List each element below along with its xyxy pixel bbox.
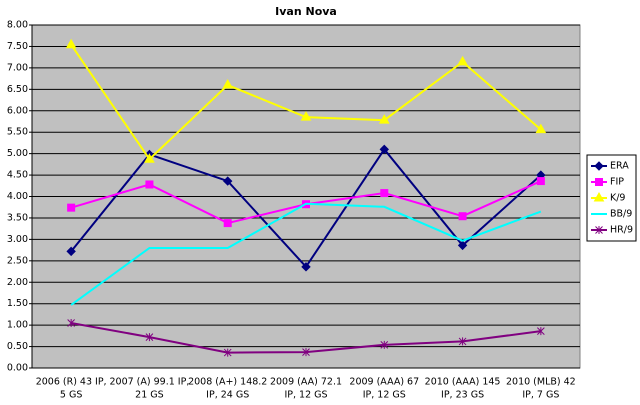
point [65, 38, 77, 49]
x-tick-label: IP, 24 GS [206, 390, 249, 401]
x-tick-label: 2010 (MLB) 42 [506, 377, 576, 388]
point [458, 337, 467, 346]
point [595, 226, 603, 234]
point [302, 348, 310, 357]
point [380, 340, 389, 349]
point [457, 240, 468, 251]
x-tick-label: 5 GS [60, 390, 82, 401]
y-tick-label: 4.00 [7, 191, 28, 202]
x-tick-label: 2008 (A+) 148.2 [188, 377, 267, 388]
y-tick-label: 1.50 [7, 298, 28, 309]
point [378, 114, 390, 124]
legend-label: ERA [610, 161, 629, 172]
point [145, 333, 154, 342]
y-tick-label: 3.50 [7, 212, 28, 223]
y-tick-label: 5.00 [7, 148, 28, 159]
point [223, 176, 233, 186]
x-tick-label: 2009 (AA) 72.1 [270, 377, 342, 388]
y-tick-label: 2.00 [7, 277, 28, 288]
point [67, 318, 75, 327]
point [458, 212, 467, 221]
y-tick-label: 6.00 [7, 105, 28, 116]
point [537, 327, 545, 336]
point [457, 55, 468, 66]
y-tick-label: 4.50 [7, 170, 28, 181]
x-tick-label: IP, 12 GS [284, 390, 327, 401]
x-tick-label: 2009 (AAA) 67 [349, 377, 419, 388]
point [594, 161, 604, 171]
y-tick-label: 3.00 [7, 234, 28, 245]
y-tick-label: 5.50 [7, 127, 28, 138]
x-tick-label: IP, 7 GS [522, 390, 559, 401]
legend-label: K/9 [610, 193, 625, 204]
point [380, 189, 389, 198]
x-tick-label: IP, 12 GS [363, 390, 406, 401]
y-tick-label: 0.00 [7, 363, 28, 374]
point [144, 153, 155, 163]
y-tick-label: 7.50 [7, 41, 28, 52]
y-tick-label: 6.50 [7, 84, 28, 95]
point [593, 191, 605, 202]
point [222, 79, 234, 89]
point [223, 219, 232, 228]
y-tick-label: 0.50 [7, 341, 28, 352]
point [223, 348, 232, 357]
x-tick-label: 21 GS [135, 390, 164, 401]
point [67, 203, 76, 212]
legend-label: BB/9 [610, 209, 632, 220]
point [66, 246, 76, 257]
x-tick-label: 2007 (A) 99.1 IP, [109, 377, 189, 388]
point [301, 262, 311, 272]
x-tick-label: IP, 23 GS [441, 390, 484, 401]
point [300, 111, 312, 121]
chart-title: Ivan Nova [275, 5, 337, 18]
y-tick-label: 8.00 [7, 20, 28, 31]
point [379, 144, 389, 155]
point [145, 180, 154, 189]
y-tick-label: 2.50 [7, 255, 28, 266]
point [535, 123, 547, 134]
x-tick-label: 2006 (R) 43 IP, [36, 377, 107, 388]
legend-label: FIP [610, 177, 624, 188]
point [536, 177, 545, 186]
y-tick-label: 1.00 [7, 320, 28, 331]
legend-label: HR/9 [610, 225, 633, 236]
series-line [70, 202, 542, 306]
point [595, 178, 603, 186]
x-tick-label: 2010 (AAA) 145 [425, 377, 501, 388]
y-tick-label: 7.00 [7, 62, 28, 73]
